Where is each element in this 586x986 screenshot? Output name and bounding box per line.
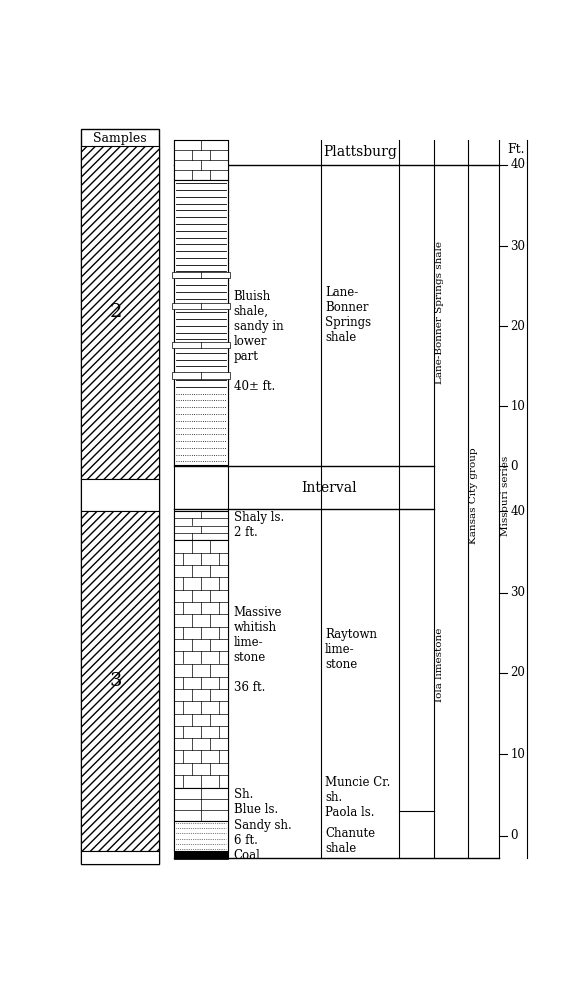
Text: 10: 10	[510, 399, 525, 413]
Text: 40: 40	[510, 158, 526, 171]
Text: 30: 30	[510, 240, 526, 252]
Bar	[172, 341, 230, 348]
Bar	[174, 851, 229, 859]
Text: Samples: Samples	[93, 132, 146, 145]
Bar	[174, 540, 229, 788]
Bar	[174, 140, 229, 179]
Bar	[81, 478, 158, 511]
Text: Raytown
lime-
stone: Raytown lime- stone	[325, 628, 377, 671]
Text: Chanute
shale: Chanute shale	[325, 826, 375, 855]
Text: Missouri series: Missouri series	[501, 456, 510, 535]
Ellipse shape	[179, 802, 188, 807]
Bar	[174, 179, 229, 464]
Text: 0: 0	[510, 829, 518, 842]
Text: 3: 3	[110, 672, 122, 690]
Ellipse shape	[206, 802, 216, 807]
Text: 40: 40	[510, 505, 526, 518]
Bar	[172, 272, 230, 278]
Bar	[172, 303, 230, 310]
Text: Sh.
Blue ls.: Sh. Blue ls.	[234, 788, 278, 816]
Text: Kansas City group: Kansas City group	[469, 448, 478, 544]
Bar	[172, 373, 230, 379]
Text: 10: 10	[510, 747, 525, 761]
Text: Massive
whitish
lime-
stone

36 ft.: Massive whitish lime- stone 36 ft.	[234, 605, 282, 693]
Bar	[81, 129, 158, 864]
Text: Sandy sh.
6 ft.
Coal: Sandy sh. 6 ft. Coal	[234, 819, 291, 862]
Text: 30: 30	[510, 586, 526, 599]
Text: 2: 2	[110, 304, 122, 321]
Text: Lane-
Bonner
Springs
shale: Lane- Bonner Springs shale	[325, 286, 372, 344]
Text: Iola limestone: Iola limestone	[435, 628, 444, 702]
Bar	[81, 146, 158, 478]
Bar	[174, 788, 229, 820]
Text: Ft.: Ft.	[507, 143, 524, 156]
Text: Plattsburg: Plattsburg	[323, 145, 397, 159]
Text: Lane-Bonner Springs shale: Lane-Bonner Springs shale	[435, 241, 444, 384]
Text: 0: 0	[510, 459, 518, 473]
Bar	[81, 851, 158, 864]
Bar	[174, 820, 229, 851]
Text: 20: 20	[510, 319, 525, 332]
Ellipse shape	[193, 802, 202, 807]
Bar	[174, 511, 229, 540]
Text: Interval: Interval	[301, 481, 357, 495]
Text: Shaly ls.
2 ft.: Shaly ls. 2 ft.	[234, 511, 284, 539]
Bar	[81, 511, 158, 851]
Text: Muncie Cr.
sh.
Paola ls.: Muncie Cr. sh. Paola ls.	[325, 776, 390, 819]
Text: 20: 20	[510, 667, 525, 679]
Text: Bluish
shale,
sandy in
lower
part

40± ft.: Bluish shale, sandy in lower part 40± ft…	[234, 290, 283, 393]
